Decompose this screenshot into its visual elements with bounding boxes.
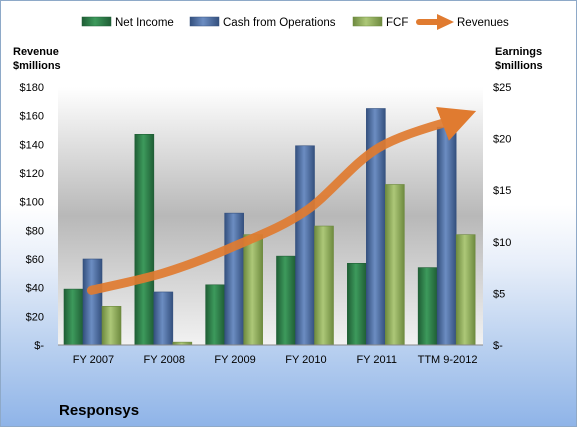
left-tick-label: $40	[26, 283, 44, 295]
bar-net-income	[205, 284, 225, 346]
right-tick-label: $20	[493, 134, 511, 146]
legend-label-fcf: FCF	[386, 17, 408, 29]
bar-cash-from-operations	[295, 145, 315, 346]
x-tick-label: FY 2009	[214, 354, 255, 366]
left-axis-title-line1: Revenue	[13, 46, 59, 58]
bar-fcf	[385, 184, 405, 346]
right-axis: $- $5 $10 $15 $20 $25	[493, 82, 511, 352]
x-tick-label: FY 2011	[356, 354, 397, 366]
left-tick-label: $180	[20, 82, 44, 94]
bar-fcf	[101, 305, 122, 346]
legend-item-cash-from-operations: Cash from Operations	[189, 16, 336, 29]
left-tick-label: $140	[20, 139, 44, 151]
right-tick-label: $-	[493, 340, 503, 352]
right-tick-label: $10	[493, 237, 511, 249]
legend-swatch-cash-from-operations	[189, 16, 220, 27]
legend-label-net-income: Net Income	[115, 17, 174, 29]
bar-net-income	[134, 134, 155, 346]
bar-fcf	[243, 234, 263, 346]
legend-item-fcf: FCF	[352, 16, 408, 29]
bar-net-income	[276, 255, 296, 346]
bar-fcf	[314, 225, 334, 346]
left-tick-label: $100	[20, 197, 44, 209]
bar-cash-from-operations	[436, 126, 457, 346]
left-axis: $- $20 $40 $60 $80 $100 $120 $140 $160 $180	[20, 82, 45, 352]
bar-cash-from-operations	[82, 258, 103, 346]
bar-fcf	[455, 234, 476, 346]
x-tick-label: TTM 9-2012	[418, 354, 478, 366]
left-tick-label: $80	[26, 225, 44, 237]
legend-item-revenues: Revenues	[416, 14, 509, 30]
x-tick-label: FY 2010	[285, 354, 326, 366]
legend-label-cash-from-operations: Cash from Operations	[223, 17, 336, 29]
revenue-line	[86, 107, 477, 295]
left-tick-label: $120	[20, 168, 44, 180]
bar-net-income	[417, 267, 438, 346]
x-tick-label: FY 2008	[144, 354, 185, 366]
right-tick-label: $5	[493, 288, 505, 300]
right-axis-title-line2: $millions	[495, 60, 543, 72]
x-axis: FY 2007 FY 2008 FY 2009 FY 2010 FY 2011 TTM 9…	[73, 354, 478, 366]
bar-cash-from-operations	[224, 212, 244, 346]
bar-net-income	[347, 262, 367, 346]
legend-item-net-income: Net Income	[81, 16, 174, 29]
legend-arrow-icon	[437, 14, 454, 30]
right-tick-label: $25	[493, 82, 511, 94]
left-axis-title-line2: $millions	[13, 60, 61, 72]
revenue-line-group	[86, 107, 477, 295]
legend-swatch-net-income	[81, 16, 112, 27]
bar-net-income	[63, 288, 84, 346]
bar-cash-from-operations	[153, 291, 174, 346]
legend: Net Income Cash from Operations FCF Reve…	[81, 14, 509, 30]
legend-label-revenues: Revenues	[457, 17, 509, 29]
right-tick-label: $15	[493, 185, 511, 197]
left-tick-label: $20	[26, 311, 44, 323]
legend-swatch-fcf	[352, 16, 383, 27]
left-tick-label: $160	[20, 111, 44, 123]
company-name: Responsys	[59, 402, 139, 419]
left-tick-label: $60	[26, 254, 44, 266]
left-tick-label: $-	[34, 340, 44, 352]
x-tick-label: FY 2007	[73, 354, 114, 366]
right-axis-title-line1: Earnings	[495, 46, 542, 58]
